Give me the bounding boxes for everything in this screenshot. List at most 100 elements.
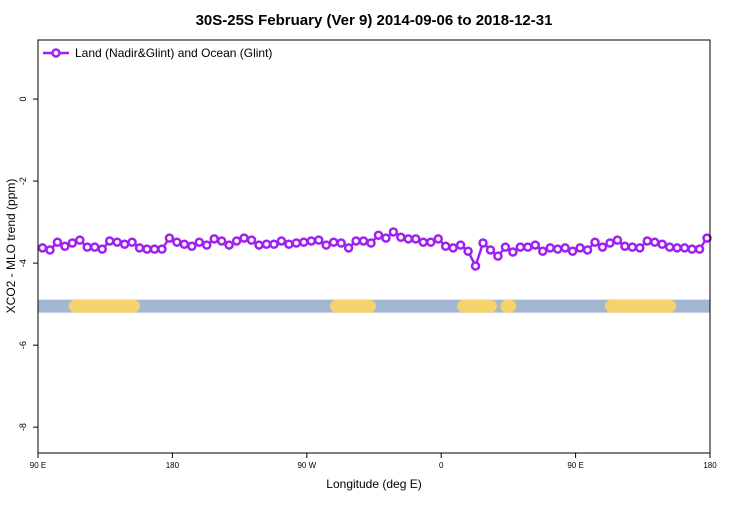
point bbox=[45, 245, 55, 255]
point bbox=[433, 234, 443, 244]
y-tick-label: -8 bbox=[18, 423, 28, 431]
point bbox=[351, 236, 361, 246]
point bbox=[37, 243, 48, 253]
point bbox=[642, 236, 653, 246]
point bbox=[261, 239, 272, 249]
x-tick-label: 180 bbox=[703, 461, 717, 470]
point bbox=[418, 237, 429, 247]
point bbox=[523, 242, 533, 252]
point bbox=[493, 251, 503, 261]
point bbox=[582, 245, 593, 255]
point bbox=[620, 241, 630, 252]
x-tick-label: 0 bbox=[439, 461, 444, 470]
point bbox=[508, 247, 518, 257]
point bbox=[276, 236, 287, 246]
y-tick-label: 0 bbox=[18, 97, 28, 102]
point bbox=[119, 239, 130, 249]
point bbox=[635, 243, 645, 253]
point bbox=[82, 242, 93, 252]
point bbox=[313, 235, 324, 245]
point bbox=[336, 238, 346, 248]
point bbox=[552, 244, 563, 254]
y-tick-label: -4 bbox=[18, 259, 28, 267]
point bbox=[246, 235, 257, 245]
point bbox=[328, 237, 339, 247]
point bbox=[679, 243, 690, 253]
point bbox=[575, 243, 585, 253]
x-tick-label: 90 W bbox=[297, 461, 316, 470]
point bbox=[567, 246, 578, 256]
point bbox=[537, 246, 548, 256]
y-tick-label: -2 bbox=[18, 177, 28, 185]
point bbox=[142, 244, 152, 254]
point bbox=[470, 261, 481, 271]
legend-label: Land (Nadir&Glint) and Ocean (Glint) bbox=[75, 46, 272, 60]
point bbox=[239, 233, 249, 243]
point bbox=[463, 246, 473, 256]
point bbox=[104, 236, 115, 246]
point bbox=[291, 238, 302, 248]
point bbox=[403, 234, 414, 244]
point bbox=[649, 237, 660, 247]
point bbox=[425, 237, 436, 247]
point bbox=[172, 237, 182, 247]
point bbox=[411, 234, 421, 244]
y-axis-label: XCO2 - MLO trend (ppm) bbox=[4, 179, 18, 314]
point bbox=[381, 233, 391, 243]
point bbox=[60, 241, 70, 252]
legend-marker bbox=[51, 48, 61, 58]
point bbox=[590, 237, 600, 247]
point bbox=[515, 242, 526, 252]
point bbox=[343, 243, 354, 253]
x-tick-label: 90 E bbox=[567, 461, 583, 470]
point bbox=[657, 239, 667, 249]
point bbox=[269, 239, 279, 249]
point bbox=[545, 243, 555, 253]
point bbox=[560, 243, 570, 253]
point bbox=[134, 243, 145, 253]
point bbox=[612, 235, 623, 245]
point bbox=[530, 240, 541, 250]
point bbox=[672, 243, 682, 253]
point bbox=[254, 240, 264, 250]
point bbox=[366, 238, 376, 248]
plot-frame bbox=[37, 39, 711, 454]
point bbox=[179, 239, 190, 249]
point bbox=[448, 243, 458, 253]
point bbox=[500, 242, 511, 252]
point bbox=[52, 237, 63, 247]
point bbox=[284, 239, 294, 249]
x-axis-label: Longitude (deg E) bbox=[326, 477, 421, 491]
point bbox=[164, 233, 175, 243]
point bbox=[112, 237, 122, 247]
point bbox=[224, 240, 234, 250]
point bbox=[702, 233, 712, 243]
point bbox=[194, 237, 205, 247]
point bbox=[149, 244, 160, 254]
point bbox=[89, 242, 100, 252]
point bbox=[97, 244, 107, 254]
point bbox=[209, 234, 219, 244]
point bbox=[664, 242, 675, 252]
point bbox=[455, 240, 466, 250]
point bbox=[201, 240, 212, 250]
y-tick-label: -6 bbox=[18, 341, 28, 349]
point bbox=[396, 232, 406, 243]
point bbox=[694, 244, 705, 254]
point bbox=[627, 242, 638, 252]
point bbox=[67, 238, 78, 248]
point bbox=[373, 230, 384, 240]
point bbox=[440, 241, 451, 252]
point bbox=[187, 241, 197, 252]
point bbox=[597, 242, 608, 252]
point bbox=[687, 244, 697, 254]
point bbox=[231, 236, 242, 246]
point bbox=[388, 227, 399, 237]
point bbox=[485, 245, 496, 255]
point bbox=[216, 236, 227, 246]
point bbox=[157, 244, 167, 254]
point bbox=[478, 238, 488, 248]
x-tick-label: 180 bbox=[166, 461, 180, 470]
point bbox=[127, 237, 137, 247]
